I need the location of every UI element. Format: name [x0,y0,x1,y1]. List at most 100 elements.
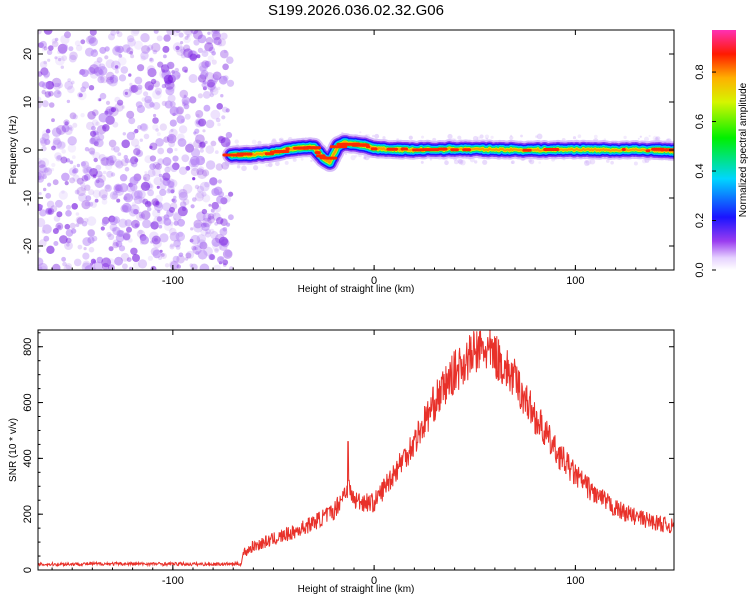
noise-blob [150,247,160,256]
noise-blob [159,182,167,190]
noise-blob [45,167,51,173]
noise-blob [121,139,130,149]
noise-blob [202,91,211,99]
noise-blob [189,263,194,268]
noise-blob [112,46,122,56]
noise-blob [66,99,71,104]
noise-blob [163,34,171,42]
noise-blob [109,159,115,166]
noise-blob [168,179,178,188]
noise-blob [220,32,228,40]
noise-blob [202,49,207,54]
noise-blob [130,30,140,37]
noise-blob [121,105,126,109]
noise-blob [149,231,159,242]
noise-blob [122,233,131,241]
noise-blob [140,210,151,220]
noise-blob [197,47,203,54]
noise-blob [38,248,41,254]
noise-blob [165,162,172,169]
noise-blob [143,91,149,97]
noise-blob [38,42,44,48]
noise-blob [140,181,151,191]
hotspot [308,146,322,150]
noise-blob [114,256,123,266]
spectrogram-x-label: Height of straight line (km) [298,284,415,295]
noise-blob [199,148,204,153]
noise-blob [194,192,204,202]
noise-blob [178,188,188,198]
noise-blob [80,113,85,118]
noise-blob [190,148,201,158]
noise-blob [67,136,77,146]
noise-blob [80,161,86,167]
noise-blob [67,144,77,153]
noise-blob [84,201,90,207]
halo-blob [359,131,362,134]
noise-blob [202,80,207,85]
noise-blob [155,128,159,132]
noise-blob [164,263,170,268]
noise-blob [108,246,114,252]
noise-blob [41,170,46,176]
noise-blob [193,131,197,135]
noise-blob [141,213,146,218]
noise-blob [39,204,44,208]
noise-blob [95,132,99,136]
colorbar-tick-label: 0.2 [694,213,706,228]
noise-blob [189,53,198,62]
noise-blob [197,249,208,260]
noise-blob [84,265,95,270]
noise-blob [80,185,87,192]
noise-blob [64,223,71,230]
noise-blob [220,49,229,59]
noise-blob [153,176,163,186]
noise-blob [170,189,175,194]
halo-blob [510,134,513,137]
noise-blob [154,87,162,95]
noise-blob [83,168,90,174]
noise-blob [114,102,124,112]
noise-blob [99,46,107,54]
noise-blob [55,155,62,162]
noise-blob [169,227,177,236]
noise-blob [163,136,170,143]
noise-blob [133,208,139,215]
halo-blob [241,165,247,172]
halo-blob [484,134,490,139]
noise-blob [167,94,176,103]
halo-blob [354,154,358,158]
halo-blob [458,159,464,165]
noise-blob [72,122,78,128]
noise-blob [149,57,153,62]
halo-blob [538,161,541,164]
halo-blob [447,133,453,140]
noise-blob [152,209,161,218]
noise-blob [88,189,95,196]
noise-blob [217,256,225,264]
noise-blob [182,207,186,212]
noise-blob [41,229,46,234]
noise-blob [89,168,98,177]
y-tick-label: 10 [22,96,34,108]
noise-blob [172,155,179,162]
noise-blob [56,155,63,161]
noise-blob [81,175,89,182]
noise-blob [205,37,214,45]
noise-blob [184,36,189,40]
noise-blob [177,231,184,237]
noise-blob [225,131,233,139]
noise-blob [92,151,101,160]
noise-blob [51,162,56,168]
noise-blob [185,165,191,171]
noise-blob [53,241,59,246]
chart-title: S199.2026.036.02.32.G06 [268,2,444,19]
noise-blob [196,168,204,176]
noise-blob [216,217,224,225]
noise-blob [221,115,226,120]
noise-blob [225,222,231,227]
noise-blob [110,107,116,113]
noise-blob [201,208,208,215]
noise-blob [132,254,140,262]
noise-blob [108,76,118,87]
